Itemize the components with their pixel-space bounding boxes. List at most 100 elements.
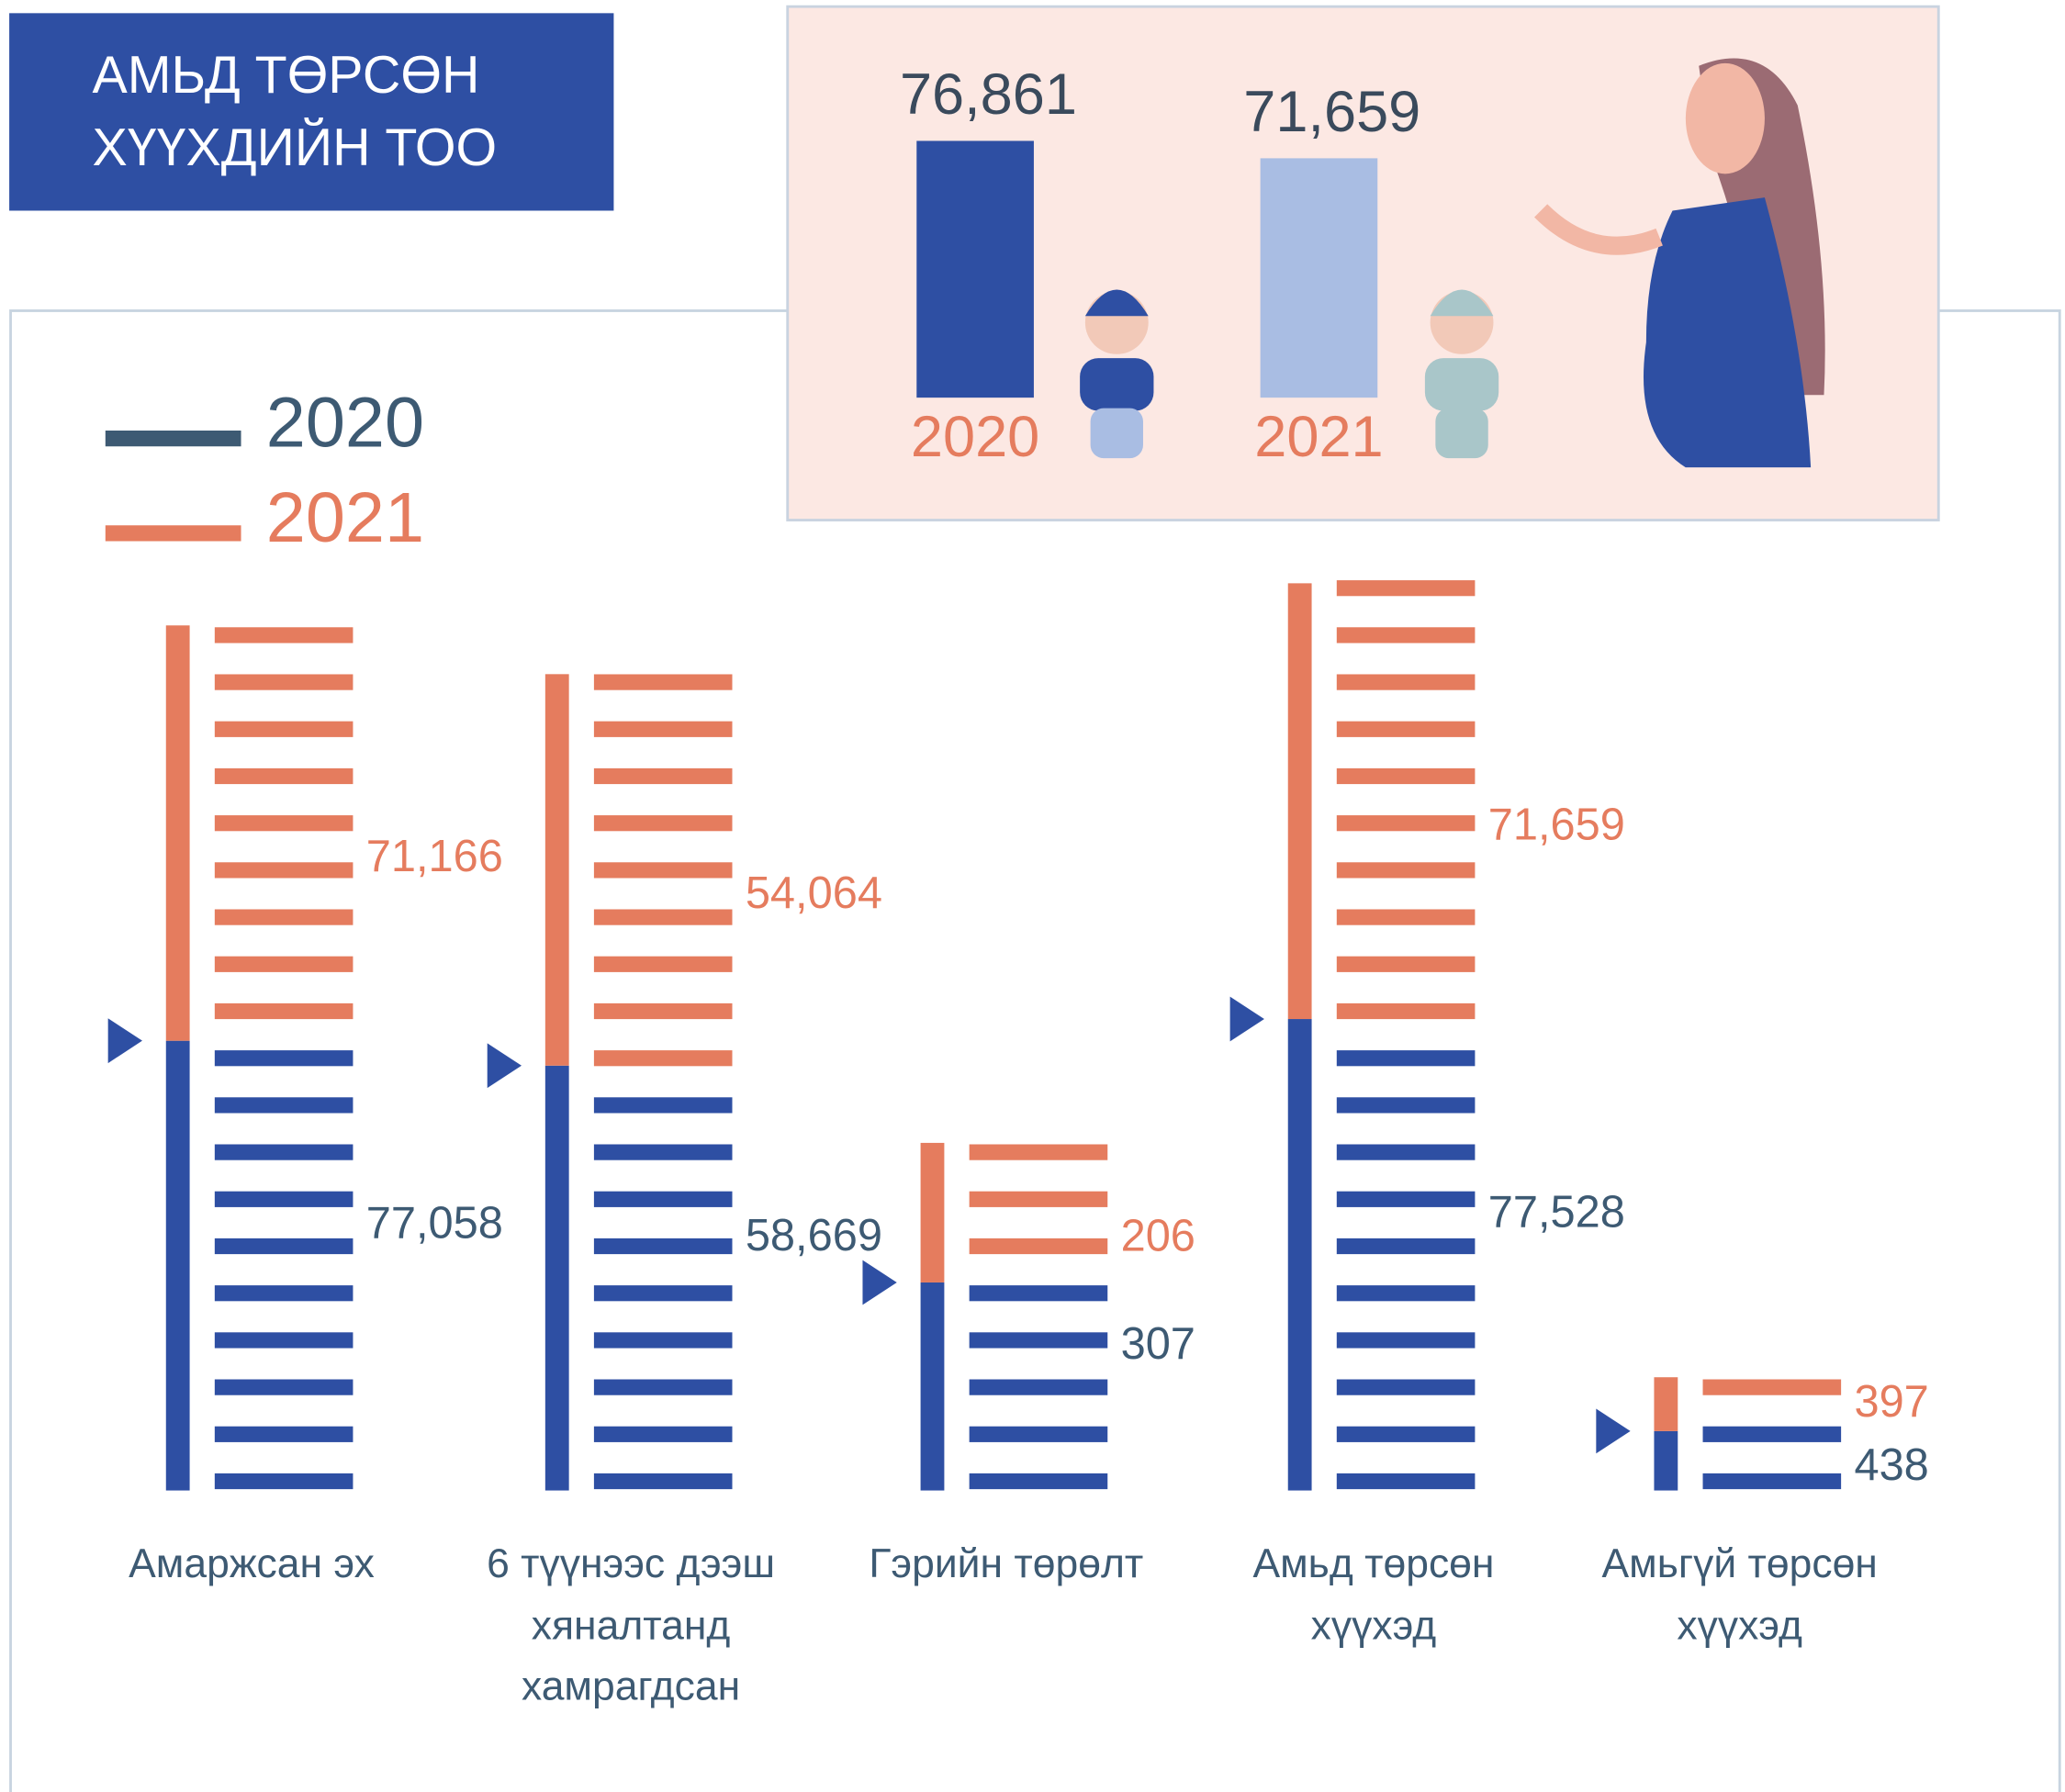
stripe [214,1238,354,1255]
stripe [593,1285,733,1302]
stripe [214,815,354,832]
category-text: 6 түүнээс дээш хяналтанд хамрагдсан [487,1540,776,1709]
stripe [1702,1379,1842,1395]
category-label: Гэрийн төрөлт [869,1540,1144,1587]
stripe [214,862,354,879]
stripe [593,862,733,879]
bar-segment [165,1040,190,1491]
stripe [214,627,354,644]
stripe [214,674,354,690]
value-label: 71,659 [1243,80,1420,144]
stripe [1336,909,1476,925]
stripe [214,909,354,925]
stripe [593,1238,733,1255]
stripe [1336,627,1476,644]
stripe [593,1332,733,1349]
value-label: 397 [1854,1377,1928,1427]
stripe [1336,674,1476,690]
stripe [214,1050,354,1067]
value-label: 71,659 [1488,800,1625,849]
stripe [593,721,733,737]
title-box [9,13,614,211]
stripe [1336,1379,1476,1395]
stripe [1336,1238,1476,1255]
split-marker [107,1018,142,1064]
stripe [969,1473,1108,1490]
category-label: Амьгүй төрсөн хүүхэд [1601,1540,1877,1648]
value-label: 438 [1854,1440,1928,1490]
title-line: ХҮҮХДИЙН ТОО [92,118,497,177]
stripe [214,1473,354,1490]
stripe [1336,1050,1476,1067]
stripe [214,1332,354,1349]
bar [1260,158,1378,398]
bar-segment [1654,1430,1678,1491]
stripe [593,1191,733,1207]
split-marker [862,1260,897,1305]
stripe [1336,1332,1476,1349]
stripe [1336,815,1476,832]
stripe [969,1285,1108,1302]
stripe [1336,1097,1476,1114]
stripe [593,1144,733,1160]
stripe [214,1426,354,1442]
value-label: 71,166 [366,832,503,881]
stripe [593,1379,733,1395]
category-text: Гэрийн төрөлт [869,1540,1144,1587]
category-text: Амьд төрсөн хүүхэд [1252,1540,1495,1648]
stripe [214,721,354,737]
stripe [1336,1285,1476,1302]
stripe [593,815,733,832]
split-marker [1229,996,1264,1042]
baby-icon [1424,289,1499,459]
stripe [969,1144,1108,1160]
stripe [1336,1426,1476,1442]
stripe [1336,1473,1476,1490]
split-marker [1596,1408,1631,1454]
stripe [1336,580,1476,597]
stripe [969,1379,1108,1395]
bar-segment [920,1142,945,1282]
stripe [969,1191,1108,1207]
stripe [593,1473,733,1490]
category-label: 2021 [1254,405,1383,469]
value-label: 76,861 [900,62,1077,127]
title-line: АМЬД ТӨРСӨН [92,46,479,105]
stripe [1336,1144,1476,1160]
category-label: 2020 [911,405,1039,469]
stripe [1336,1002,1476,1020]
category-label: Амьд төрсөн хүүхэд [1252,1540,1495,1648]
stripe [214,956,354,972]
category-label: 6 түүнээс дээш хяналтанд хамрагдсан [487,1540,776,1709]
stripe [593,674,733,690]
bar-segment [1654,1377,1678,1431]
baby-icon [1080,289,1154,459]
stripe [214,1191,354,1207]
category-label: Амаржсан эх [129,1540,375,1587]
split-marker [487,1043,522,1089]
stripe [969,1426,1108,1442]
stripe [1336,862,1476,879]
stripe [214,1097,354,1114]
mother-illustration [1534,58,1825,468]
stripe [1336,721,1476,737]
bar-segment [544,1065,569,1491]
stripe [593,1002,733,1020]
value-label: 206 [1121,1212,1195,1261]
category-text: Амаржсан эх [129,1540,375,1587]
stripe [593,909,733,925]
value-label: 54,064 [746,868,882,918]
stripe [214,1002,354,1020]
bar-segment [165,625,190,1041]
stripe [1336,767,1476,785]
stripe [214,767,354,785]
stripe [593,1097,733,1114]
value-label: 58,669 [746,1211,882,1260]
stripe [593,1050,733,1067]
bar [916,140,1034,398]
bar-segment [1287,1019,1312,1491]
legend-label: 2021 [266,478,424,557]
stripe [969,1332,1108,1349]
stripe [593,1426,733,1442]
